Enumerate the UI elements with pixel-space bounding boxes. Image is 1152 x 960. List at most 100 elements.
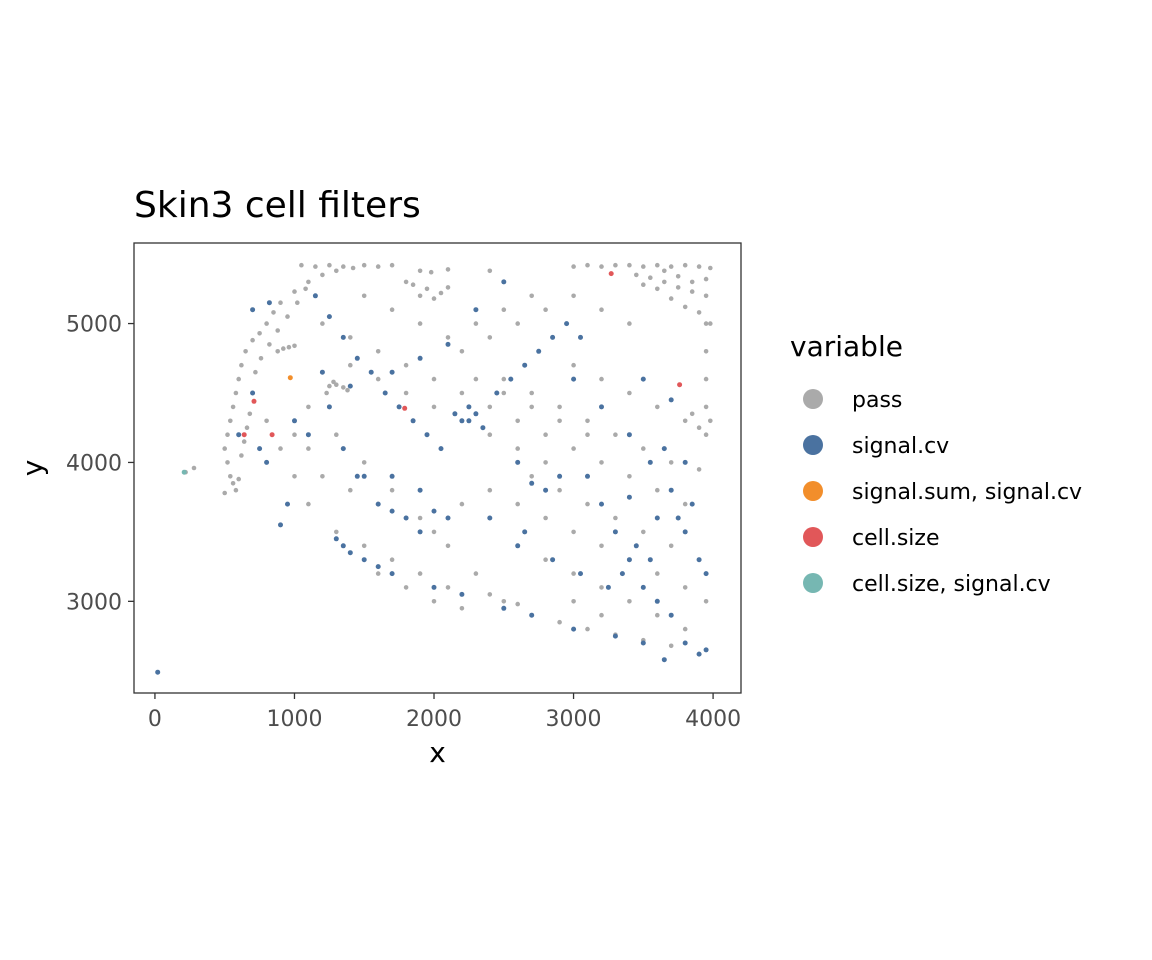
point-signal-cv (494, 390, 500, 396)
point-pass (599, 543, 604, 549)
point-pass (403, 390, 409, 396)
point-signal-cv (661, 657, 667, 663)
point-signal-cv (354, 473, 360, 479)
point-pass (689, 411, 695, 417)
point-pass (627, 599, 632, 604)
legend: variable pass signal.cv signal.sum, signal… (790, 330, 1082, 597)
point-pass (334, 268, 339, 274)
point-pass (708, 265, 713, 271)
point-pass (292, 289, 297, 294)
point-pass (515, 321, 520, 326)
point-signal-cv (661, 446, 667, 452)
point-pass (306, 446, 311, 451)
point-signal-cv (487, 515, 493, 521)
point-pass (350, 265, 356, 271)
point-pass (585, 501, 590, 507)
point-signal-cv (515, 459, 521, 465)
point-pass (668, 460, 674, 465)
point-signal-cv (647, 459, 653, 465)
legend-key (803, 435, 823, 455)
point-pass (286, 344, 292, 350)
point-pass (599, 264, 604, 269)
point-signal-cv (626, 494, 632, 500)
point-signal-cv (264, 459, 270, 465)
point-pass (233, 487, 239, 493)
point-signal-sum-signal-cv (287, 375, 293, 381)
point-signal-cv (571, 376, 577, 382)
point-pass (682, 585, 688, 590)
point-signal-cv (689, 501, 695, 507)
series-cell-size (241, 271, 683, 438)
point-signal-cv (647, 557, 653, 563)
point-pass (585, 418, 590, 424)
point-signal-cv (410, 418, 416, 424)
point-pass (655, 404, 660, 410)
point-signal-cv (480, 425, 486, 431)
legend-title: variable (790, 330, 903, 363)
point-pass (375, 376, 381, 382)
point-pass (641, 446, 646, 451)
x-axis-title: x (429, 736, 446, 769)
point-pass (324, 390, 329, 396)
point-pass (473, 571, 479, 576)
point-cell-size (251, 398, 257, 404)
point-signal-cv (389, 473, 395, 479)
point-pass (627, 390, 632, 396)
point-signal-cv (431, 508, 437, 514)
point-signal-cv (445, 341, 451, 347)
point-signal-cv (529, 480, 535, 486)
point-pass (571, 362, 576, 368)
point-pass (571, 293, 576, 299)
point-pass (320, 474, 325, 479)
point-pass (253, 369, 258, 375)
point-pass (689, 279, 695, 285)
point-pass (703, 432, 709, 438)
point-signal-cv (654, 598, 660, 604)
point-signal-cv (501, 605, 507, 611)
x-tick-label: 4000 (685, 707, 741, 732)
point-signal-cv (473, 411, 479, 417)
point-cell-size-signal-cv (181, 469, 187, 475)
point-signal-cv (278, 522, 283, 528)
point-pass (599, 307, 604, 313)
point-pass (278, 446, 283, 451)
point-pass (375, 571, 381, 576)
point-signal-cv (682, 459, 688, 465)
point-signal-cv (640, 376, 646, 382)
point-pass (228, 418, 233, 424)
point-pass (599, 585, 604, 590)
point-signal-cv (417, 355, 423, 361)
point-pass (445, 585, 451, 590)
point-signal-cv (626, 557, 632, 563)
point-pass (281, 346, 286, 351)
point-signal-cv (375, 501, 381, 507)
legend-key (803, 573, 823, 593)
point-pass (459, 606, 465, 611)
point-signal-cv (501, 279, 507, 285)
point-pass (431, 404, 437, 410)
point-signal-cv (319, 369, 325, 375)
point-pass (599, 376, 604, 382)
point-pass (641, 529, 646, 535)
point-pass (299, 262, 304, 268)
point-pass (361, 460, 367, 465)
point-pass (361, 293, 367, 299)
point-signal-cv (285, 501, 290, 507)
legend-label: pass (852, 388, 902, 413)
point-signal-cv (515, 543, 521, 549)
legend-key (803, 527, 823, 547)
point-pass (375, 349, 381, 354)
point-signal-cv (675, 515, 681, 521)
point-signal-cv (250, 390, 256, 396)
point-pass (501, 376, 507, 382)
x-axis: 0 1000 2000 3000 4000 (148, 693, 741, 732)
point-pass (627, 262, 632, 268)
point-pass (239, 453, 244, 458)
point-pass (361, 543, 367, 549)
point-signal-cv (605, 584, 611, 590)
point-pass (264, 321, 269, 326)
point-pass (459, 390, 465, 396)
point-pass (389, 557, 395, 562)
point-pass (703, 293, 709, 299)
